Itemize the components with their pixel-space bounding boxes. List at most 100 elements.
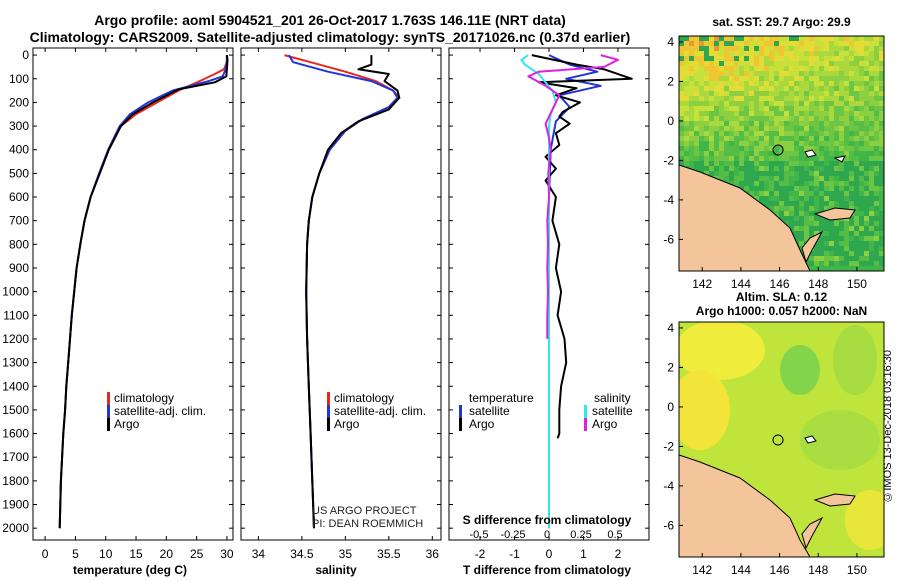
- x-tick-label: 30: [220, 547, 234, 561]
- sst-cell: [689, 56, 694, 61]
- sst-cell: [774, 116, 779, 121]
- sst-cell: [819, 226, 824, 231]
- sst-cell: [869, 116, 874, 121]
- sst-cell: [809, 156, 814, 161]
- sst-cell: [794, 76, 799, 81]
- sst-cell: [804, 101, 809, 106]
- sst-cell: [859, 71, 864, 76]
- sst-cell: [809, 41, 814, 46]
- sla-map-frame: [678, 321, 885, 558]
- x-tick-label: 34.5: [290, 547, 314, 561]
- sst-cell: [729, 56, 734, 61]
- sst-cell: [724, 96, 729, 101]
- sst-cell: [774, 126, 779, 131]
- sst-cell: [829, 241, 834, 246]
- sst-cell: [769, 81, 774, 86]
- sst-cell: [874, 91, 879, 96]
- sst-cell: [864, 36, 869, 41]
- sst-cell: [694, 126, 699, 131]
- sst-cell: [729, 146, 734, 151]
- sst-cell: [809, 146, 814, 151]
- sst-cell: [799, 231, 804, 236]
- sst-cell: [684, 111, 689, 116]
- sst-cell: [694, 76, 699, 81]
- sst-cell: [879, 211, 884, 216]
- sst-cell: [684, 71, 689, 76]
- sst-cell: [754, 81, 759, 86]
- sst-cell: [799, 201, 804, 206]
- sst-cell: [829, 66, 834, 71]
- sst-cell: [744, 166, 749, 171]
- sst-cell: [699, 91, 704, 96]
- sst-cell: [689, 121, 694, 126]
- sst-cell: [799, 226, 804, 231]
- map-y-tick-label: -6: [663, 518, 674, 532]
- sst-cell: [859, 201, 864, 206]
- sst-cell: [754, 111, 759, 116]
- sst-cell: [689, 71, 694, 76]
- sst-cell: [809, 196, 814, 201]
- sst-cell: [819, 146, 824, 151]
- sst-cell: [714, 106, 719, 111]
- sst-cell: [854, 221, 859, 226]
- sst-cell: [684, 146, 689, 151]
- sst-cell: [819, 111, 824, 116]
- sst-cell: [874, 41, 879, 46]
- depth-tick-label: 1300: [2, 356, 29, 370]
- sst-cell: [789, 141, 794, 146]
- sst-cell: [744, 181, 749, 186]
- sst-cell: [789, 66, 794, 71]
- sst-cell: [789, 226, 794, 231]
- sst-cell: [849, 181, 854, 186]
- sst-cell: [879, 181, 884, 186]
- sst-cell: [749, 161, 754, 166]
- sst-cell: [784, 146, 789, 151]
- sst-cell: [689, 161, 694, 166]
- sst-cell: [859, 161, 864, 166]
- sst-cell: [809, 91, 814, 96]
- sst-cell: [699, 66, 704, 71]
- sst-cell: [844, 126, 849, 131]
- sst-cell: [759, 56, 764, 61]
- sst-cell: [749, 111, 754, 116]
- sst-cell: [849, 256, 854, 261]
- sst-cell: [824, 236, 829, 241]
- sst-cell: [879, 121, 884, 126]
- sst-cell: [759, 166, 764, 171]
- sst-cell: [814, 136, 819, 141]
- sst-cell: [819, 246, 824, 251]
- sst-cell: [829, 91, 834, 96]
- sst-cell: [739, 176, 744, 181]
- sst-cell: [804, 91, 809, 96]
- sst-cell: [749, 66, 754, 71]
- sst-cell: [724, 106, 729, 111]
- sst-cell: [814, 96, 819, 101]
- sst-cell: [799, 246, 804, 251]
- sst-cell: [679, 121, 684, 126]
- sst-cell: [804, 36, 809, 41]
- sst-cell: [764, 121, 769, 126]
- sst-cell: [849, 71, 854, 76]
- sst-cell: [799, 111, 804, 116]
- sst-cell: [694, 141, 699, 146]
- sst-cell: [739, 51, 744, 56]
- sst-cell: [869, 111, 874, 116]
- sst-cell: [849, 96, 854, 101]
- sst-cell: [769, 51, 774, 56]
- sst-cell: [759, 196, 764, 201]
- sst-cell: [764, 76, 769, 81]
- sst-cell: [859, 241, 864, 246]
- sst-cell: [809, 136, 814, 141]
- sst-cell: [879, 196, 884, 201]
- sst-cell: [794, 151, 799, 156]
- sst-cell: [859, 56, 864, 61]
- x-axes: 0 5 10 15 20 25 30 34 34.5 35 35.5 36 -2 -1 0 1 2: [42, 48, 622, 561]
- sst-cell: [724, 61, 729, 66]
- legend-t-satellite: satellite: [469, 404, 510, 418]
- sst-cell: [869, 256, 874, 261]
- sst-cell: [809, 106, 814, 111]
- sst-cell: [769, 106, 774, 111]
- sst-cell: [764, 91, 769, 96]
- sst-cell: [869, 241, 874, 246]
- depth-tick-label: 1900: [2, 498, 29, 512]
